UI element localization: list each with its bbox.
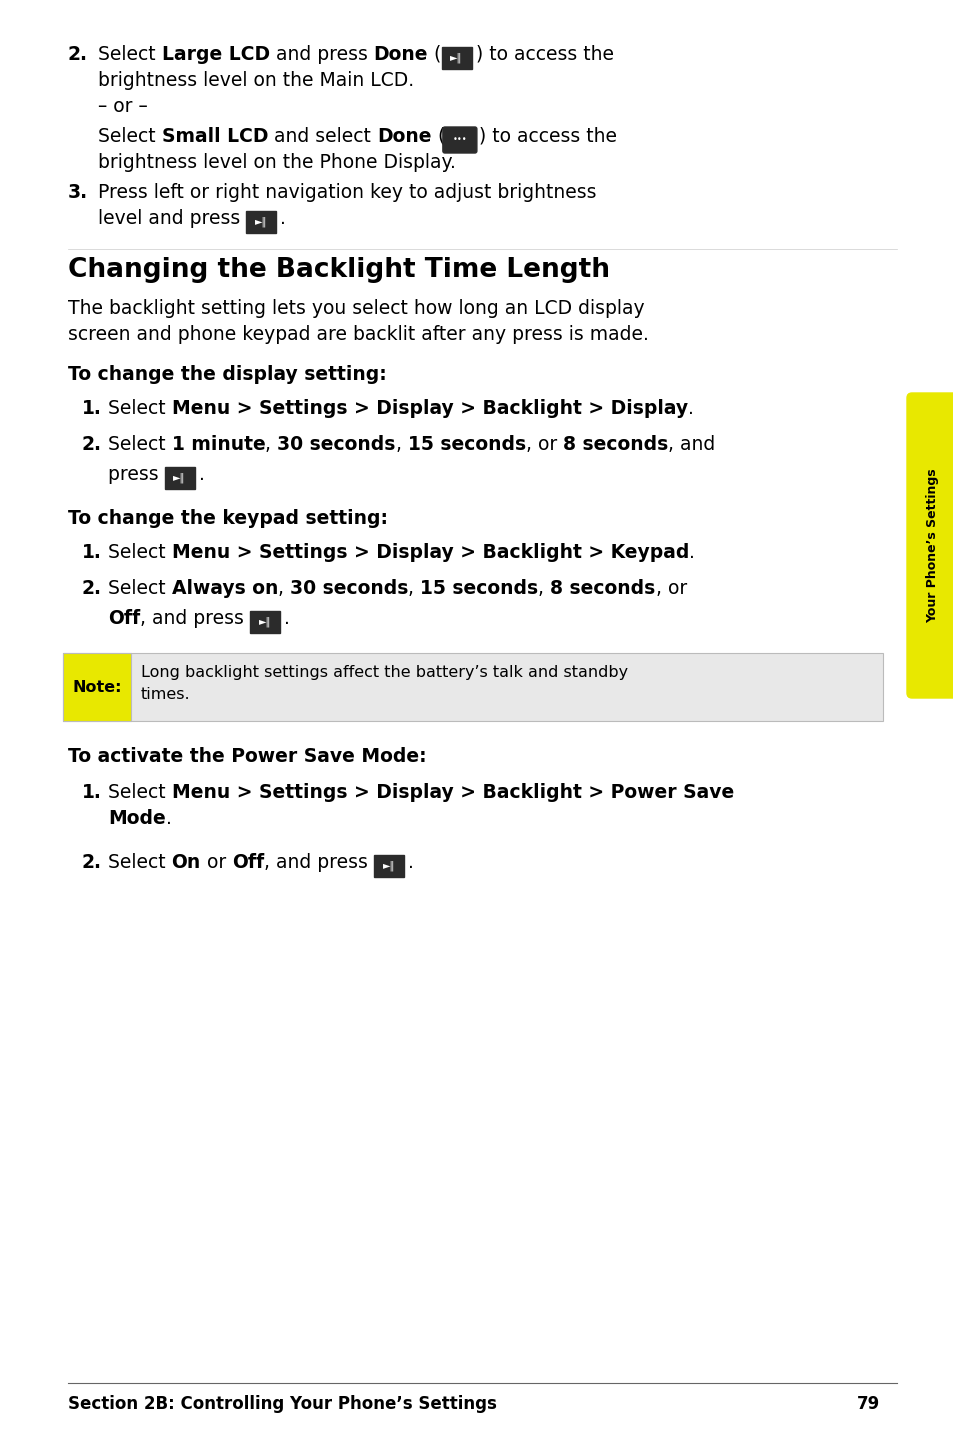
Text: .: . bbox=[408, 853, 414, 871]
Text: 15 seconds: 15 seconds bbox=[420, 580, 537, 598]
Text: 30 seconds: 30 seconds bbox=[290, 580, 408, 598]
Text: 3.: 3. bbox=[68, 183, 88, 202]
Text: 8 seconds: 8 seconds bbox=[550, 580, 655, 598]
Text: .: . bbox=[198, 465, 204, 484]
Text: ,: , bbox=[395, 435, 407, 454]
Text: ►‖: ►‖ bbox=[254, 216, 267, 228]
Text: The backlight setting lets you select how long an LCD display: The backlight setting lets you select ho… bbox=[68, 299, 644, 318]
Text: , and: , and bbox=[668, 435, 715, 454]
Text: press: press bbox=[108, 465, 165, 484]
Text: (: ( bbox=[428, 44, 441, 64]
Text: level and press: level and press bbox=[98, 209, 246, 228]
FancyBboxPatch shape bbox=[906, 394, 953, 698]
Text: .: . bbox=[284, 610, 290, 628]
Text: Select: Select bbox=[108, 783, 172, 801]
Text: Section 2B: Controlling Your Phone’s Settings: Section 2B: Controlling Your Phone’s Set… bbox=[68, 1395, 497, 1412]
Text: On: On bbox=[172, 853, 201, 871]
Text: ,: , bbox=[408, 580, 420, 598]
Text: ►‖: ►‖ bbox=[382, 861, 395, 871]
Text: Menu > Settings > Display > Backlight > Keypad: Menu > Settings > Display > Backlight > … bbox=[172, 542, 688, 562]
Text: 1.: 1. bbox=[82, 542, 102, 562]
Text: ►‖: ►‖ bbox=[258, 617, 271, 627]
Text: 1.: 1. bbox=[82, 399, 102, 418]
Text: Large LCD: Large LCD bbox=[161, 44, 270, 64]
Bar bbox=[246, 210, 276, 233]
Text: , and press: , and press bbox=[264, 853, 374, 871]
Text: Select: Select bbox=[108, 435, 172, 454]
Text: Menu > Settings > Display > Backlight > Power Save: Menu > Settings > Display > Backlight > … bbox=[172, 783, 733, 801]
Text: Your Phone’s Settings: Your Phone’s Settings bbox=[925, 468, 939, 622]
Text: Menu > Settings > Display > Backlight > Display: Menu > Settings > Display > Backlight > … bbox=[172, 399, 687, 418]
Text: 2.: 2. bbox=[82, 580, 102, 598]
Text: Always on: Always on bbox=[172, 580, 277, 598]
Text: 79: 79 bbox=[856, 1395, 879, 1412]
Bar bbox=[63, 653, 131, 721]
Text: 1.: 1. bbox=[82, 783, 102, 801]
Text: times.: times. bbox=[141, 687, 191, 703]
Text: ,: , bbox=[265, 435, 277, 454]
Text: ►‖: ►‖ bbox=[450, 53, 462, 63]
Text: 30 seconds: 30 seconds bbox=[277, 435, 395, 454]
Text: brightness level on the Phone Display.: brightness level on the Phone Display. bbox=[98, 153, 456, 172]
Bar bbox=[63, 653, 882, 721]
Text: Changing the Backlight Time Length: Changing the Backlight Time Length bbox=[68, 258, 609, 283]
Text: .: . bbox=[166, 809, 172, 829]
Text: Long backlight settings affect the battery’s talk and standby: Long backlight settings affect the batte… bbox=[141, 665, 627, 680]
Text: Note:: Note: bbox=[72, 680, 122, 694]
Text: Select: Select bbox=[98, 44, 161, 64]
Text: 1 minute: 1 minute bbox=[172, 435, 265, 454]
Text: To change the display setting:: To change the display setting: bbox=[68, 365, 386, 384]
Text: or: or bbox=[201, 853, 232, 871]
Text: Small LCD: Small LCD bbox=[161, 127, 268, 146]
Bar bbox=[165, 467, 194, 489]
Text: Select: Select bbox=[108, 399, 172, 418]
Text: and select: and select bbox=[268, 127, 376, 146]
Bar bbox=[374, 854, 404, 877]
Text: 2.: 2. bbox=[82, 435, 102, 454]
Text: brightness level on the Main LCD.: brightness level on the Main LCD. bbox=[98, 72, 414, 90]
Text: Mode: Mode bbox=[108, 809, 166, 829]
Text: ,: , bbox=[537, 580, 550, 598]
Text: (: ( bbox=[431, 127, 444, 146]
Bar bbox=[250, 611, 280, 633]
Text: Select: Select bbox=[108, 853, 172, 871]
Text: ►‖: ►‖ bbox=[173, 472, 186, 484]
FancyBboxPatch shape bbox=[442, 127, 476, 153]
Text: ) to access the: ) to access the bbox=[475, 44, 613, 64]
Text: 2.: 2. bbox=[82, 853, 102, 871]
Text: Select: Select bbox=[108, 542, 172, 562]
Text: Off: Off bbox=[108, 610, 140, 628]
Text: 8 seconds: 8 seconds bbox=[562, 435, 668, 454]
Text: Done: Done bbox=[374, 44, 428, 64]
Text: Select: Select bbox=[108, 580, 172, 598]
Text: .: . bbox=[687, 399, 693, 418]
Text: screen and phone keypad are backlit after any press is made.: screen and phone keypad are backlit afte… bbox=[68, 325, 648, 343]
Text: ,: , bbox=[277, 580, 290, 598]
Text: 2.: 2. bbox=[68, 44, 88, 64]
Text: To activate the Power Save Mode:: To activate the Power Save Mode: bbox=[68, 747, 426, 766]
Text: To change the keypad setting:: To change the keypad setting: bbox=[68, 509, 388, 528]
Text: 15 seconds: 15 seconds bbox=[407, 435, 525, 454]
Text: Done: Done bbox=[376, 127, 431, 146]
Text: Press left or right navigation key to adjust brightness: Press left or right navigation key to ad… bbox=[98, 183, 596, 202]
Text: , or: , or bbox=[655, 580, 686, 598]
Text: and press: and press bbox=[270, 44, 374, 64]
Text: Off: Off bbox=[232, 853, 264, 871]
Text: ) to access the: ) to access the bbox=[478, 127, 617, 146]
Text: – or –: – or – bbox=[98, 97, 148, 116]
Text: Select: Select bbox=[98, 127, 161, 146]
Text: •••: ••• bbox=[452, 136, 467, 145]
Bar bbox=[441, 47, 471, 69]
Text: , or: , or bbox=[525, 435, 562, 454]
Text: .: . bbox=[688, 542, 694, 562]
Text: .: . bbox=[280, 209, 286, 228]
Text: , and press: , and press bbox=[140, 610, 250, 628]
